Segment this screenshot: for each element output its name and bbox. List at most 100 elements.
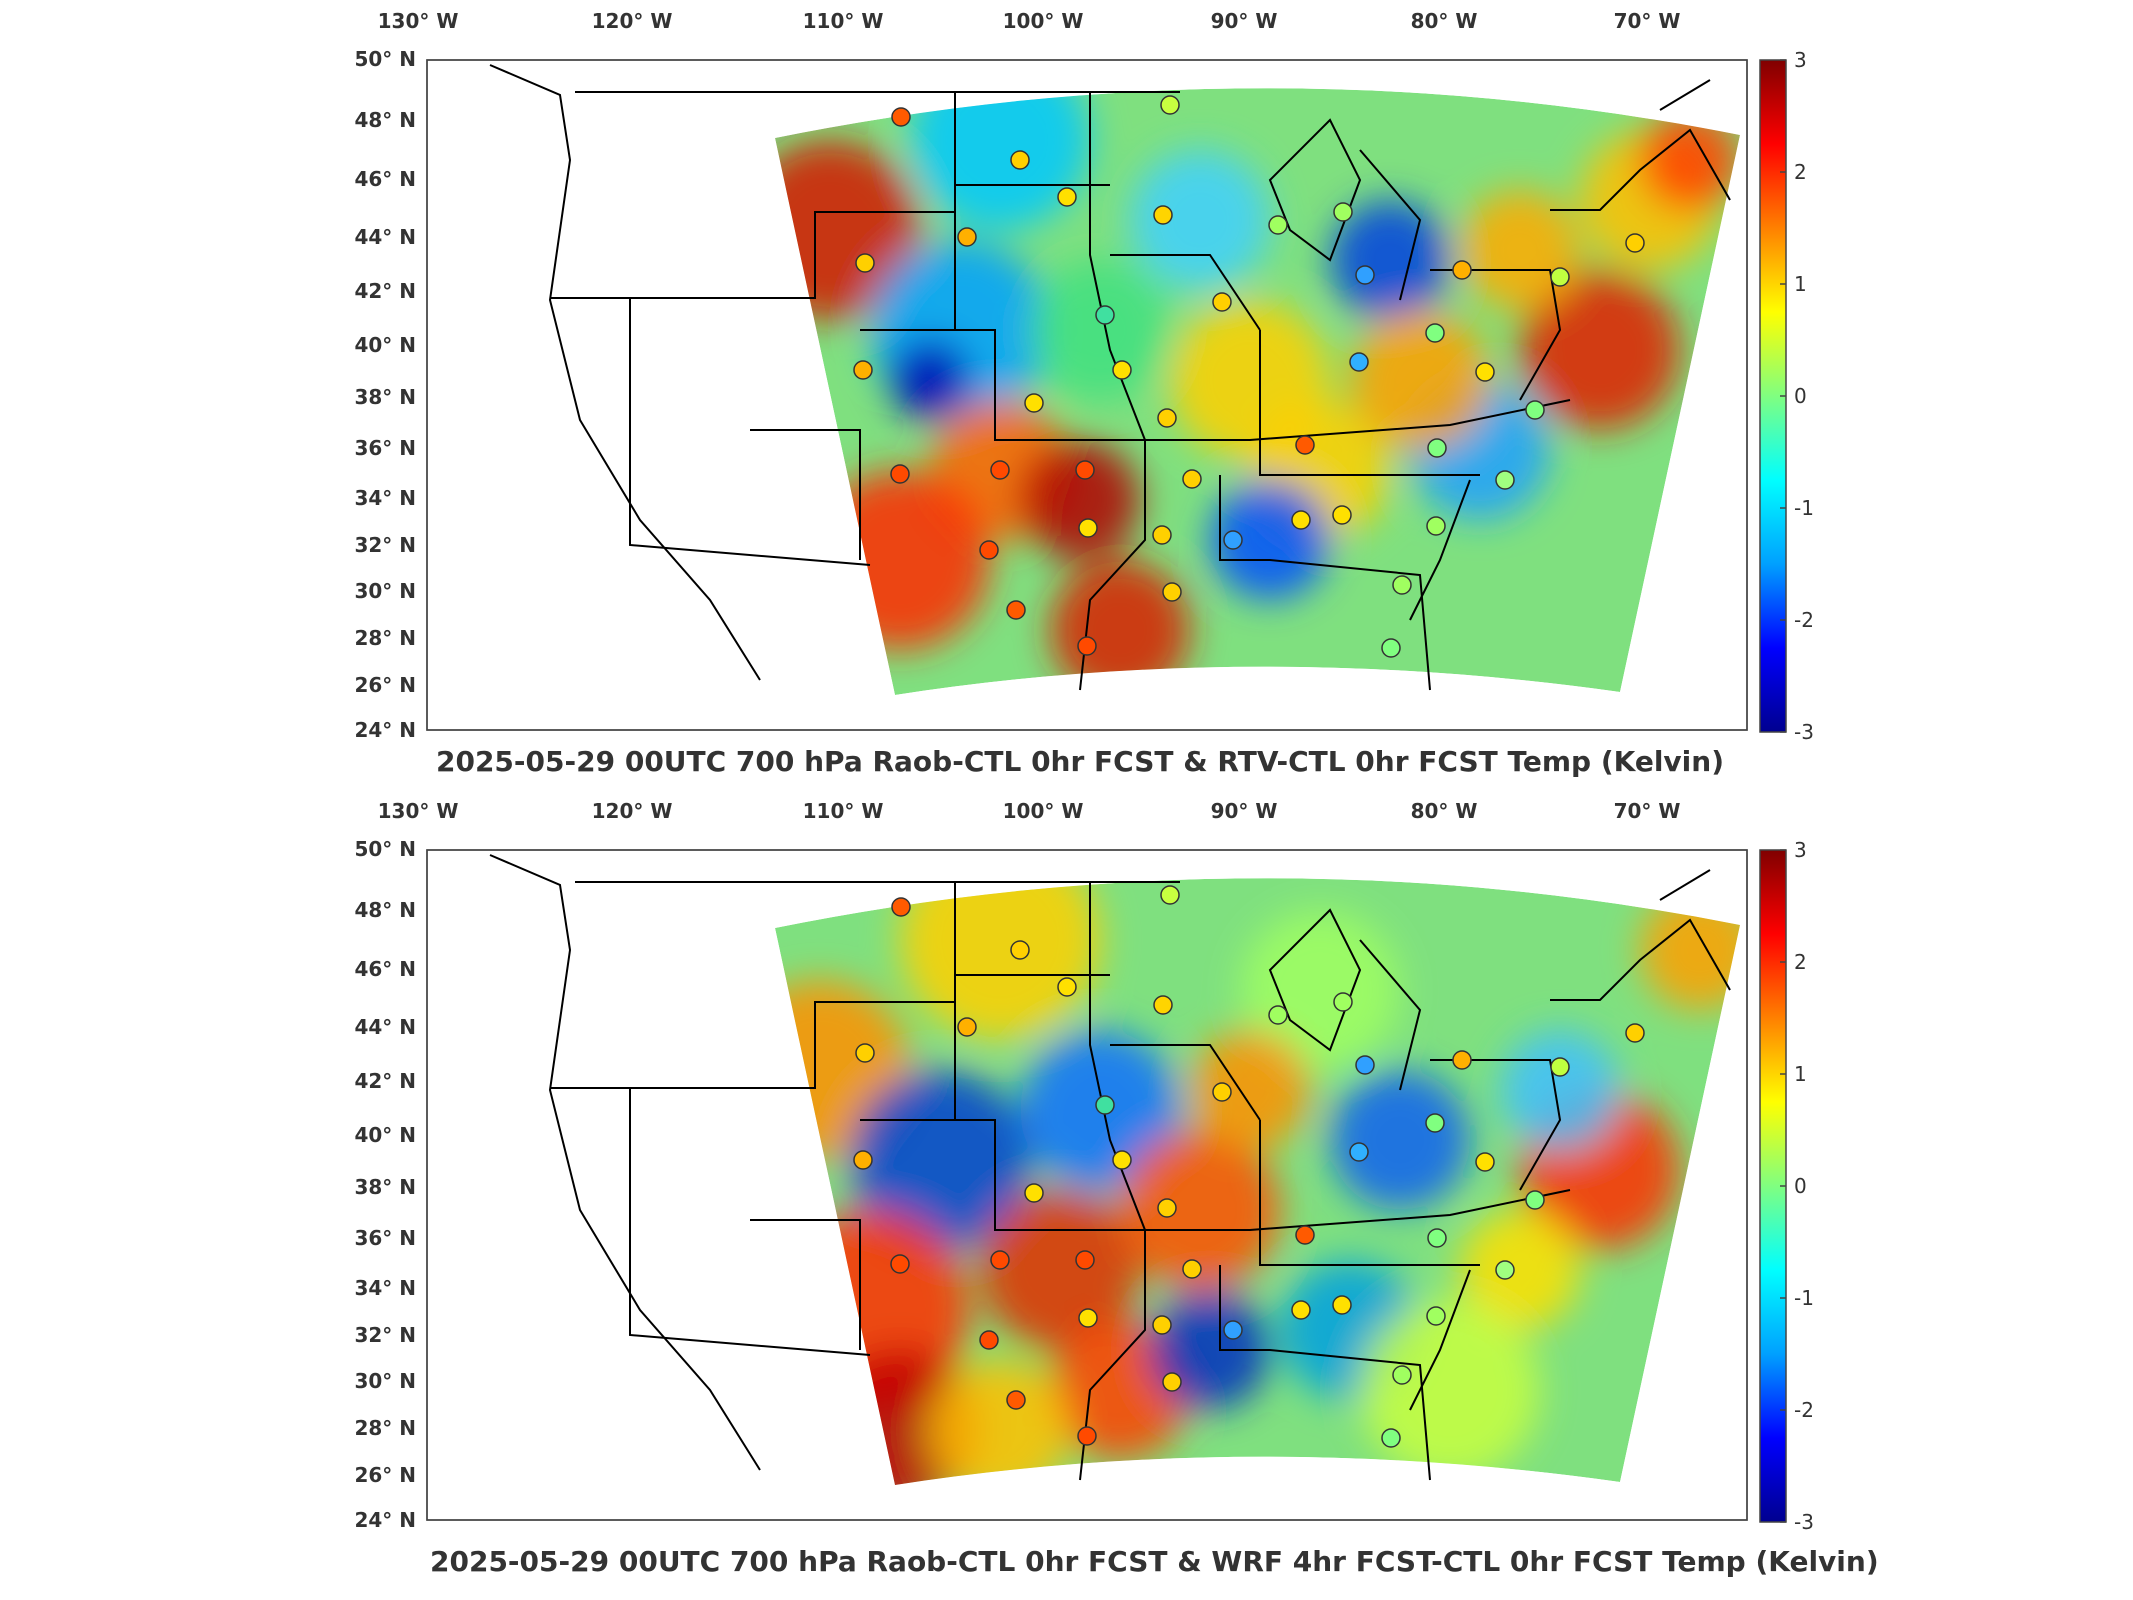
- latitude-tick-label: 24° N: [354, 1508, 416, 1532]
- raob-station-marker: [1550, 267, 1570, 287]
- latitude-tick-label: 28° N: [354, 626, 416, 650]
- latitude-tick-label: 30° N: [354, 579, 416, 603]
- raob-station-marker: [1392, 575, 1412, 595]
- raob-station-marker: [1182, 1259, 1202, 1279]
- longitude-tick-label: 80° W: [1411, 9, 1478, 33]
- colorbar-tick-label: 3: [1794, 838, 1807, 862]
- raob-station-marker: [890, 1254, 910, 1274]
- colorbar-tick-label: 1: [1794, 1062, 1807, 1086]
- raob-station-marker: [1160, 95, 1180, 115]
- colorbar-tick-label: 2: [1794, 950, 1807, 974]
- temperature-difference-field: [775, 878, 1740, 1485]
- map-figure-top: 130° W 120° W 110° W 100° W 90° W 80° W 70° W 5…: [354, 9, 1814, 744]
- latitude-tick-label: 34° N: [354, 1276, 416, 1300]
- raob-station-marker: [1550, 1057, 1570, 1077]
- panel-top: 130° W 120° W 110° W 100° W 90° W 80° W 70° W 5…: [0, 0, 2133, 790]
- latitude-tick-label: 46° N: [354, 167, 416, 191]
- raob-station-marker: [1427, 1228, 1447, 1248]
- state-and-coast-outlines: [489, 854, 1731, 1481]
- raob-station-marker: [1162, 582, 1182, 602]
- raob-station-marker: [1495, 1260, 1515, 1280]
- latitude-tick-label: 44° N: [354, 1015, 416, 1039]
- latitude-tick-label: 48° N: [354, 898, 416, 922]
- raob-station-marker: [1057, 187, 1077, 207]
- latitude-tick-label: 38° N: [354, 385, 416, 409]
- raob-station-marker: [1212, 292, 1232, 312]
- latitude-tick-label: 42° N: [354, 1069, 416, 1093]
- raob-station-marker: [1153, 205, 1173, 225]
- raob-station-marker: [1010, 150, 1030, 170]
- raob-station-marker: [1392, 1365, 1412, 1385]
- raob-station-marker: [1212, 1082, 1232, 1102]
- latitude-tick-label: 48° N: [354, 108, 416, 132]
- colorbar-tick-label: -1: [1794, 1286, 1814, 1310]
- raob-station-marker: [1381, 1428, 1401, 1448]
- colorbar-tick-label: -3: [1794, 1510, 1814, 1534]
- raob-station-marker: [1006, 600, 1026, 620]
- raob-station-marker: [1452, 1050, 1472, 1070]
- latitude-tick-label: 38° N: [354, 1175, 416, 1199]
- raob-station-marker: [1291, 1300, 1311, 1320]
- raob-station-marker: [990, 460, 1010, 480]
- longitude-tick-label: 120° W: [592, 799, 673, 823]
- latitude-tick-label: 24° N: [354, 718, 416, 742]
- latitude-tick-label: 32° N: [354, 533, 416, 557]
- latitude-tick-label: 26° N: [354, 673, 416, 697]
- colorbar-tick-label: -1: [1794, 496, 1814, 520]
- raob-station-marker: [890, 464, 910, 484]
- raob-station-marker: [1223, 530, 1243, 550]
- raob-station-marker: [1525, 1190, 1545, 1210]
- raob-station-marker: [1333, 992, 1353, 1012]
- raob-station-marker: [1078, 1308, 1098, 1328]
- raob-station-marker: [1355, 265, 1375, 285]
- colorbar-tick-label: 0: [1794, 384, 1807, 408]
- colorbar-tick-label: 3: [1794, 48, 1807, 72]
- temperature-difference-field: [775, 88, 1740, 695]
- raob-station-marker: [1112, 360, 1132, 380]
- raob-station-marker: [1475, 362, 1495, 382]
- raob-station-marker: [1525, 400, 1545, 420]
- raob-station-marker: [957, 227, 977, 247]
- latitude-tick-label: 42° N: [354, 279, 416, 303]
- raob-station-marker: [1077, 1426, 1097, 1446]
- longitude-tick-label: 70° W: [1614, 799, 1681, 823]
- latitude-tick-label: 46° N: [354, 957, 416, 981]
- raob-station-marker: [1157, 408, 1177, 428]
- raob-station-marker: [853, 1150, 873, 1170]
- raob-station-marker: [1152, 1315, 1172, 1335]
- raob-station-marker: [1095, 305, 1115, 325]
- raob-station-marker: [1295, 435, 1315, 455]
- raob-station-marker: [1452, 260, 1472, 280]
- raob-station-marker: [1332, 1295, 1352, 1315]
- longitude-tick-label: 100° W: [1003, 9, 1084, 33]
- raob-station-marker: [1078, 518, 1098, 538]
- raob-station-marker: [1077, 636, 1097, 656]
- colorbar-tick-label: 1: [1794, 272, 1807, 296]
- longitude-tick-label: 110° W: [803, 799, 884, 823]
- raob-station-marker: [1153, 995, 1173, 1015]
- panel-title: 2025-05-29 00UTC 700 hPa Raob-CTL 0hr FC…: [430, 1545, 1879, 1578]
- raob-station-marker: [1495, 470, 1515, 490]
- colorbar-tick-label: -3: [1794, 720, 1814, 744]
- longitude-tick-label: 70° W: [1614, 9, 1681, 33]
- raob-station-marker: [891, 897, 911, 917]
- raob-station-marker: [1268, 1005, 1288, 1025]
- raob-station-marker: [1075, 460, 1095, 480]
- raob-station-marker: [1381, 638, 1401, 658]
- raob-station-marker: [1349, 1142, 1369, 1162]
- colorbar-tick-label: 2: [1794, 160, 1807, 184]
- raob-station-marker: [1332, 505, 1352, 525]
- raob-station-marker: [1625, 1023, 1645, 1043]
- raob-station-marker: [990, 1250, 1010, 1270]
- longitude-tick-label: 110° W: [803, 9, 884, 33]
- raob-station-marker: [957, 1017, 977, 1037]
- raob-station-marker: [1291, 510, 1311, 530]
- latitude-tick-label: 30° N: [354, 1369, 416, 1393]
- latitude-tick-label: 44° N: [354, 225, 416, 249]
- raob-station-marker: [853, 360, 873, 380]
- raob-station-marker: [1152, 525, 1172, 545]
- longitude-tick-label: 100° W: [1003, 799, 1084, 823]
- raob-station-marker: [1425, 323, 1445, 343]
- longitude-tick-label: 120° W: [592, 9, 673, 33]
- latitude-tick-label: 34° N: [354, 486, 416, 510]
